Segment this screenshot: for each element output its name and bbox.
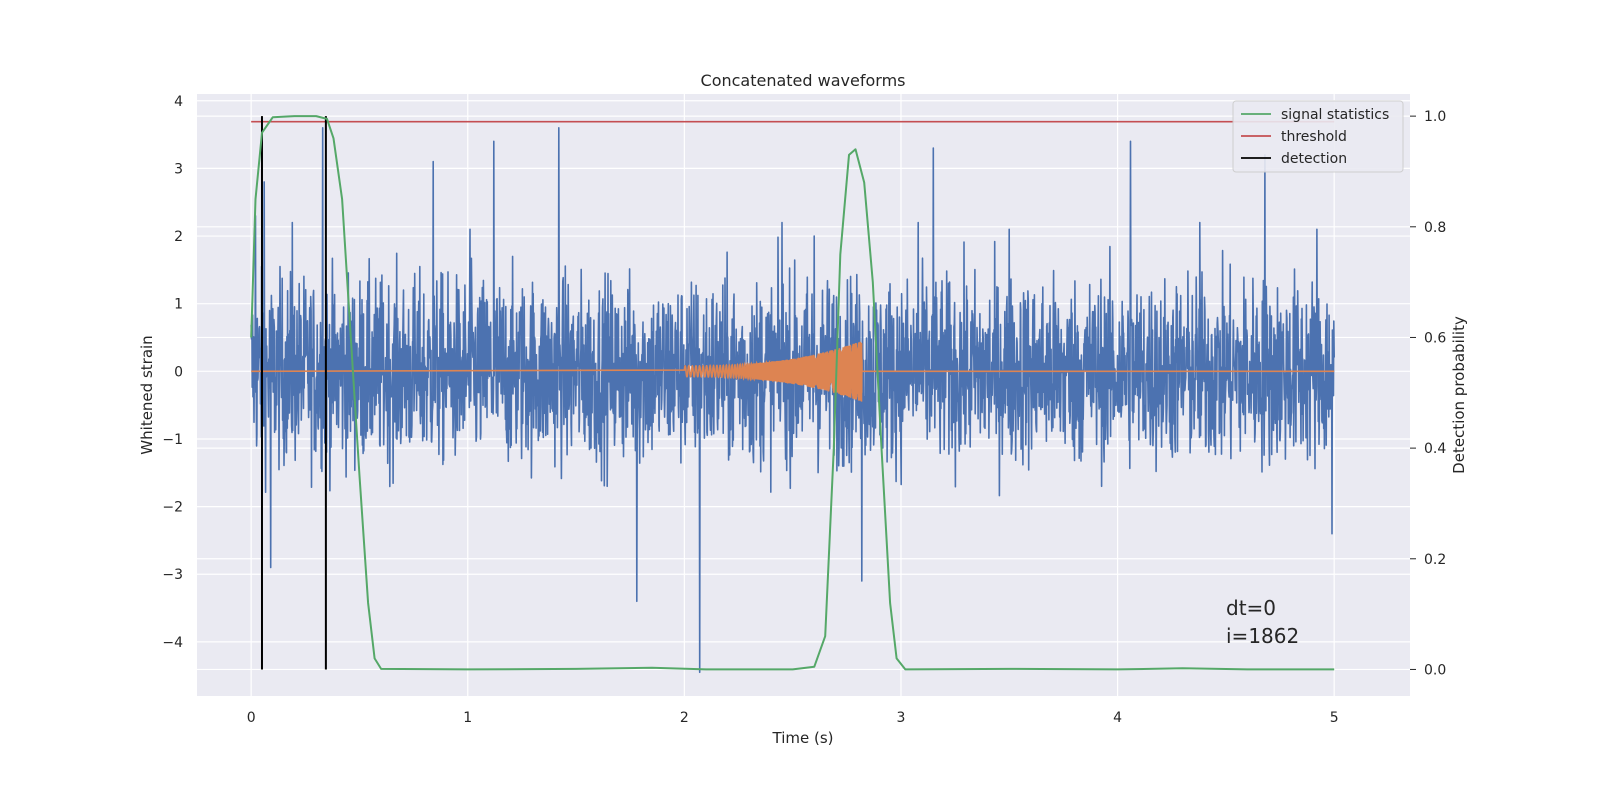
y-tick-label: 4 (174, 94, 183, 110)
x-tick-label: 0 (247, 710, 256, 726)
y-tick-label: 2 (174, 229, 183, 245)
y-tick-label: −2 (162, 500, 183, 516)
x-tick-label: 2 (680, 710, 689, 726)
legend-label-signal-statistics: signal statistics (1281, 107, 1389, 123)
y2-axis-label: Detection probability (1450, 316, 1468, 474)
y2-tick-label: 1.0 (1424, 109, 1446, 125)
y2-tick-label: 0.6 (1424, 330, 1446, 346)
y-tick-label: 0 (174, 364, 183, 380)
y2-tick-label: 0.8 (1424, 220, 1446, 236)
annotation-index: i=1862 (1226, 624, 1299, 648)
series-signal-statistics (250, 115, 1335, 671)
x-axis-label: Time (s) (772, 729, 834, 747)
legend-label-detection: detection (1281, 151, 1347, 167)
y-tick-label: −1 (162, 432, 183, 448)
x-tick-label: 1 (463, 710, 472, 726)
legend: signal statistics threshold detection (1232, 100, 1404, 173)
x-tick-label: 4 (1113, 710, 1122, 726)
x-tick-label: 3 (897, 710, 906, 726)
legend-label-threshold: threshold (1281, 129, 1347, 145)
x-tick-label: 5 (1330, 710, 1339, 726)
legend-box (1232, 100, 1404, 173)
series-injected-waveform (251, 341, 1335, 402)
y-axis-label: Whitened strain (138, 335, 156, 454)
y-tick-label: −4 (162, 635, 183, 651)
y-tick-label: 3 (174, 161, 183, 177)
series-layer (250, 115, 1335, 674)
y-tick-label: 1 (174, 297, 183, 313)
axes-layer: 0 1 2 3 4 5 −4 −3 −2 −1 0 1 2 3 4 0.0 0.2 0.4 0.6 0.8 1.0 (162, 94, 1446, 726)
y2-tick-label: 0.4 (1424, 441, 1446, 457)
y2-tick-label: 0.0 (1424, 662, 1446, 678)
annotation-dt: dt=0 (1226, 596, 1276, 620)
y2-tick-label: 0.2 (1424, 552, 1446, 568)
chart-title: Concatenated waveforms (701, 71, 906, 90)
y-tick-label: −3 (162, 567, 183, 583)
